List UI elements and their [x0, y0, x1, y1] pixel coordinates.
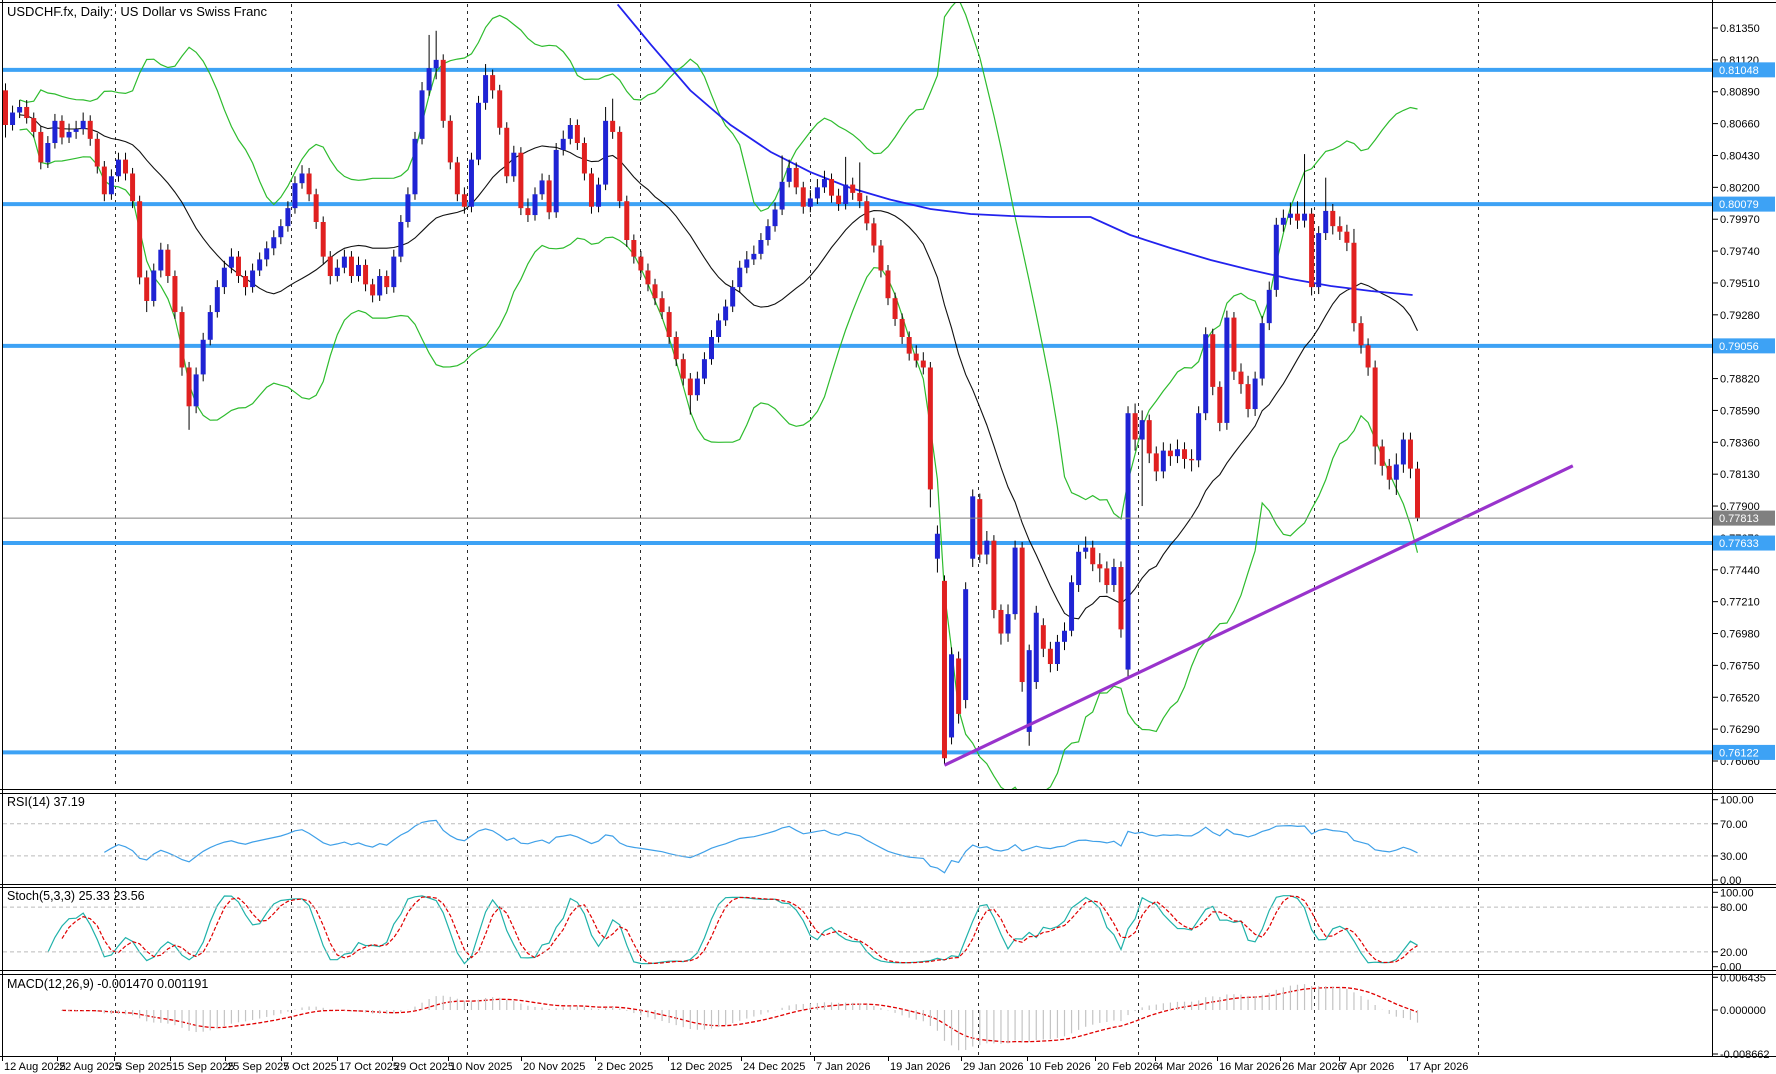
x-axis-date-label: 22 Aug 2025 — [59, 1061, 121, 1073]
month-gridlines — [115, 4, 1479, 1055]
svg-text:0.79056: 0.79056 — [1719, 341, 1759, 353]
x-axis-date-label: 4 Mar 2026 — [1157, 1061, 1213, 1073]
x-axis-date-label: 29 Oct 2025 — [394, 1061, 454, 1073]
y-axis-tick-label: 0.77900 — [1720, 501, 1760, 513]
current-price-badge: 0.77813 — [1713, 510, 1775, 526]
macd-levels: 0.006435 0.000000 -0.008662 — [1713, 972, 1770, 1061]
stoch-level-label: 100.00 — [1720, 887, 1754, 899]
x-axis-date-label: 2 Dec 2025 — [597, 1061, 653, 1073]
y-axis-tick-label: 0.76290 — [1720, 724, 1760, 736]
svg-text:0.76122: 0.76122 — [1719, 747, 1759, 759]
x-axis-date-label: 20 Nov 2025 — [523, 1061, 585, 1073]
x-axis-date-label: 3 Sep 2025 — [116, 1061, 172, 1073]
svg-text:0.77813: 0.77813 — [1719, 513, 1759, 525]
candles-layer[interactable] — [3, 30, 1420, 764]
y-axis-tick-label: 0.78820 — [1720, 374, 1760, 386]
macd-panel — [61, 986, 1418, 1043]
y-axis-tick-label: 0.80890 — [1720, 87, 1760, 99]
hline-price-badge: 0.76122 — [1713, 744, 1775, 760]
x-axis-date-label: 12 Dec 2025 — [670, 1061, 732, 1073]
x-axis-date-label: 29 Jan 2026 — [963, 1061, 1024, 1073]
stoch-level-label: 20.00 — [1720, 947, 1748, 959]
x-axis-date-label: 24 Dec 2025 — [743, 1061, 805, 1073]
rsi-levels: 100.00 70.00 30.00 0.00 — [3, 795, 1754, 887]
y-axis-tick-label: 0.76980 — [1720, 629, 1760, 641]
y-axis-tick-label: 0.77440 — [1720, 565, 1760, 577]
rsi-level-label: 0.00 — [1720, 875, 1741, 887]
rsi-level-label: 30.00 — [1720, 851, 1748, 863]
stoch-level-label: 80.00 — [1720, 902, 1748, 914]
x-axis-date-label: 12 Aug 2025 — [4, 1061, 66, 1073]
y-axis-tick-label: 0.78360 — [1720, 437, 1760, 449]
stochastic-panel — [47, 895, 1418, 965]
hline-price-badge: 0.81048 — [1713, 62, 1775, 78]
x-axis-date-label: 17 Oct 2025 — [339, 1061, 399, 1073]
macd-level-label: -0.008662 — [1720, 1049, 1770, 1061]
macd-indicator-label: MACD(12,26,9) -0.001470 0.001191 — [7, 977, 209, 991]
x-axis-date-label: 7 Oct 2025 — [283, 1061, 337, 1073]
y-axis-tick-label: 0.79970 — [1720, 214, 1760, 226]
macd-level-label: 0.000000 — [1720, 1005, 1766, 1017]
x-axis-date-label: 19 Jan 2026 — [890, 1061, 951, 1073]
svg-text:0.81048: 0.81048 — [1719, 65, 1759, 77]
x-axis-date-label: 20 Feb 2026 — [1097, 1061, 1159, 1073]
rsi-level-label: 100.00 — [1720, 795, 1754, 807]
y-axis-tick-label: 0.81350 — [1720, 23, 1760, 35]
y-axis-tick-label: 0.79280 — [1720, 310, 1760, 322]
x-axis-date-label: 7 Apr 2026 — [1341, 1061, 1394, 1073]
x-axis-date-label: 7 Jan 2026 — [816, 1061, 870, 1073]
x-axis-date-label: 16 Mar 2026 — [1219, 1061, 1281, 1073]
y-axis-tick-label: 0.79740 — [1720, 246, 1760, 258]
x-axis-date-label: 10 Nov 2025 — [450, 1061, 512, 1073]
stoch-indicator-label: Stoch(5,3,3) 25.33 23.56 — [7, 889, 145, 903]
y-axis-tick-label: 0.80430 — [1720, 150, 1760, 162]
macd-histogram — [61, 984, 1419, 1051]
y-axis-tick-label: 0.76750 — [1720, 660, 1760, 672]
trendline[interactable] — [943, 464, 1574, 767]
macd-level-label: 0.006435 — [1720, 972, 1766, 984]
rsi-level-label: 70.00 — [1720, 819, 1748, 831]
x-axis-date-label: 26 Mar 2026 — [1282, 1061, 1344, 1073]
svg-text:0.77633: 0.77633 — [1719, 538, 1759, 550]
x-axis-date-label: 15 Sep 2025 — [172, 1061, 234, 1073]
hline-price-badge: 0.80079 — [1713, 196, 1775, 212]
y-axis-tick-label: 0.79510 — [1720, 278, 1760, 290]
y-axis-tick-label: 0.76520 — [1720, 692, 1760, 704]
x-axis-date-label: 25 Sep 2025 — [227, 1061, 289, 1073]
chart-title: USDCHF.fx, Daily: US Dollar vs Swiss Fra… — [7, 4, 268, 19]
stoch-level-label: 0.00 — [1720, 962, 1741, 974]
rsi-indicator-label: RSI(14) 37.19 — [7, 795, 85, 809]
y-axis-tick-label: 0.80660 — [1720, 119, 1760, 131]
x-axis-date-label: 10 Feb 2026 — [1029, 1061, 1091, 1073]
y-axis-tick-label: 0.78590 — [1720, 405, 1760, 417]
x-axis-date-label: 17 Apr 2026 — [1409, 1061, 1468, 1073]
y-axis-tick-label: 0.78130 — [1720, 469, 1760, 481]
hline-price-badge: 0.77633 — [1713, 535, 1775, 551]
rsi-panel — [103, 819, 1418, 874]
bollinger-bands — [19, 3, 1419, 789]
stoch-levels: 100.00 80.00 20.00 0.00 — [3, 887, 1754, 974]
y-axis-tick-label: 0.80200 — [1720, 182, 1760, 194]
svg-text:0.80079: 0.80079 — [1719, 199, 1759, 211]
hline-price-badge: 0.79056 — [1713, 338, 1775, 354]
y-axis-tick-label: 0.77210 — [1720, 597, 1760, 609]
